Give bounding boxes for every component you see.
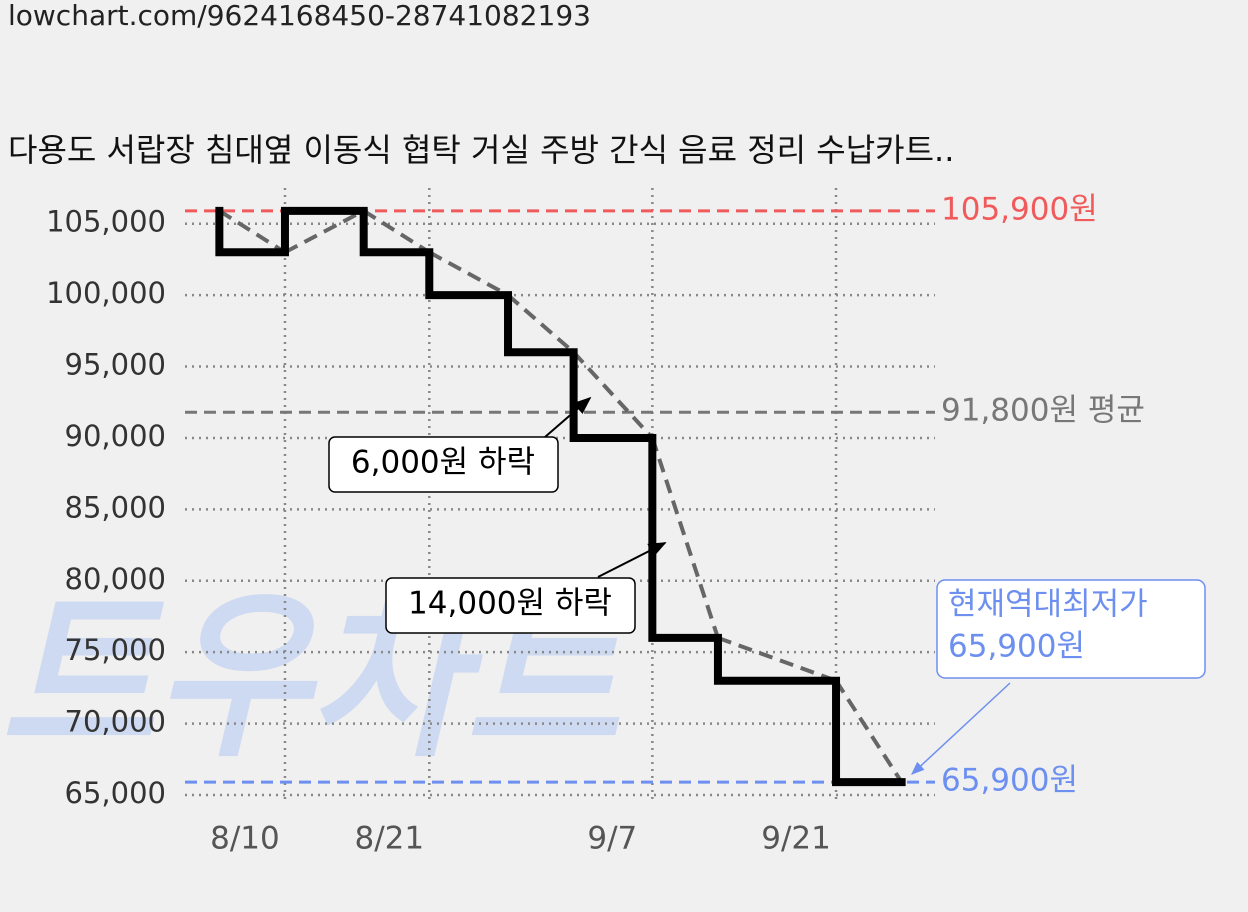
annotation: 6,000원 하락	[328, 396, 592, 493]
trend-line	[362, 209, 431, 254]
y-tick-label: 95,000	[65, 348, 166, 382]
x-tick-label: 8/21	[354, 821, 424, 857]
reference-label: 105,900원	[941, 191, 1098, 227]
y-tick-label: 75,000	[65, 633, 166, 667]
trend-line	[834, 679, 904, 784]
reference-label: 65,900원	[941, 763, 1078, 799]
y-tick-label: 80,000	[65, 562, 166, 596]
trend-line	[428, 250, 509, 297]
annotation-text: 현재역대최저가	[948, 587, 1148, 623]
trend-line	[650, 437, 720, 639]
reference-label: 91,800원 평균	[941, 393, 1145, 429]
annotation: 14,000원 하락	[385, 542, 667, 634]
y-tick-label: 70,000	[65, 705, 166, 739]
trend-line	[572, 350, 654, 440]
price-line	[215, 206, 906, 787]
x-tick-label: 9/7	[587, 821, 637, 857]
x-tick-label: 8/10	[210, 821, 280, 857]
trend-line	[284, 209, 365, 255]
y-tick-label: 90,000	[65, 419, 166, 453]
annotation-text: 6,000원 하락	[351, 445, 535, 481]
annotation-text: 14,000원 하락	[408, 586, 612, 622]
chart-title: 다용도 서랍장 침대옆 이동식 협탁 거실 주방 간식 음료 정리 수납카트..	[8, 131, 954, 169]
y-tick-label: 105,000	[46, 205, 166, 239]
trend-line	[218, 209, 287, 254]
trend-line	[506, 293, 575, 354]
trend-line	[717, 636, 837, 683]
y-tick-label: 100,000	[46, 276, 166, 310]
x-tick-label: 9/21	[761, 821, 831, 857]
annotation-text: 65,900원	[948, 629, 1085, 665]
y-tick-label: 65,000	[65, 776, 166, 810]
annotation: 현재역대최저가 65,900원	[911, 579, 1206, 775]
y-tick-label: 85,000	[65, 490, 166, 524]
url: lowchart.com/9624168450-28741082193	[8, 0, 591, 32]
